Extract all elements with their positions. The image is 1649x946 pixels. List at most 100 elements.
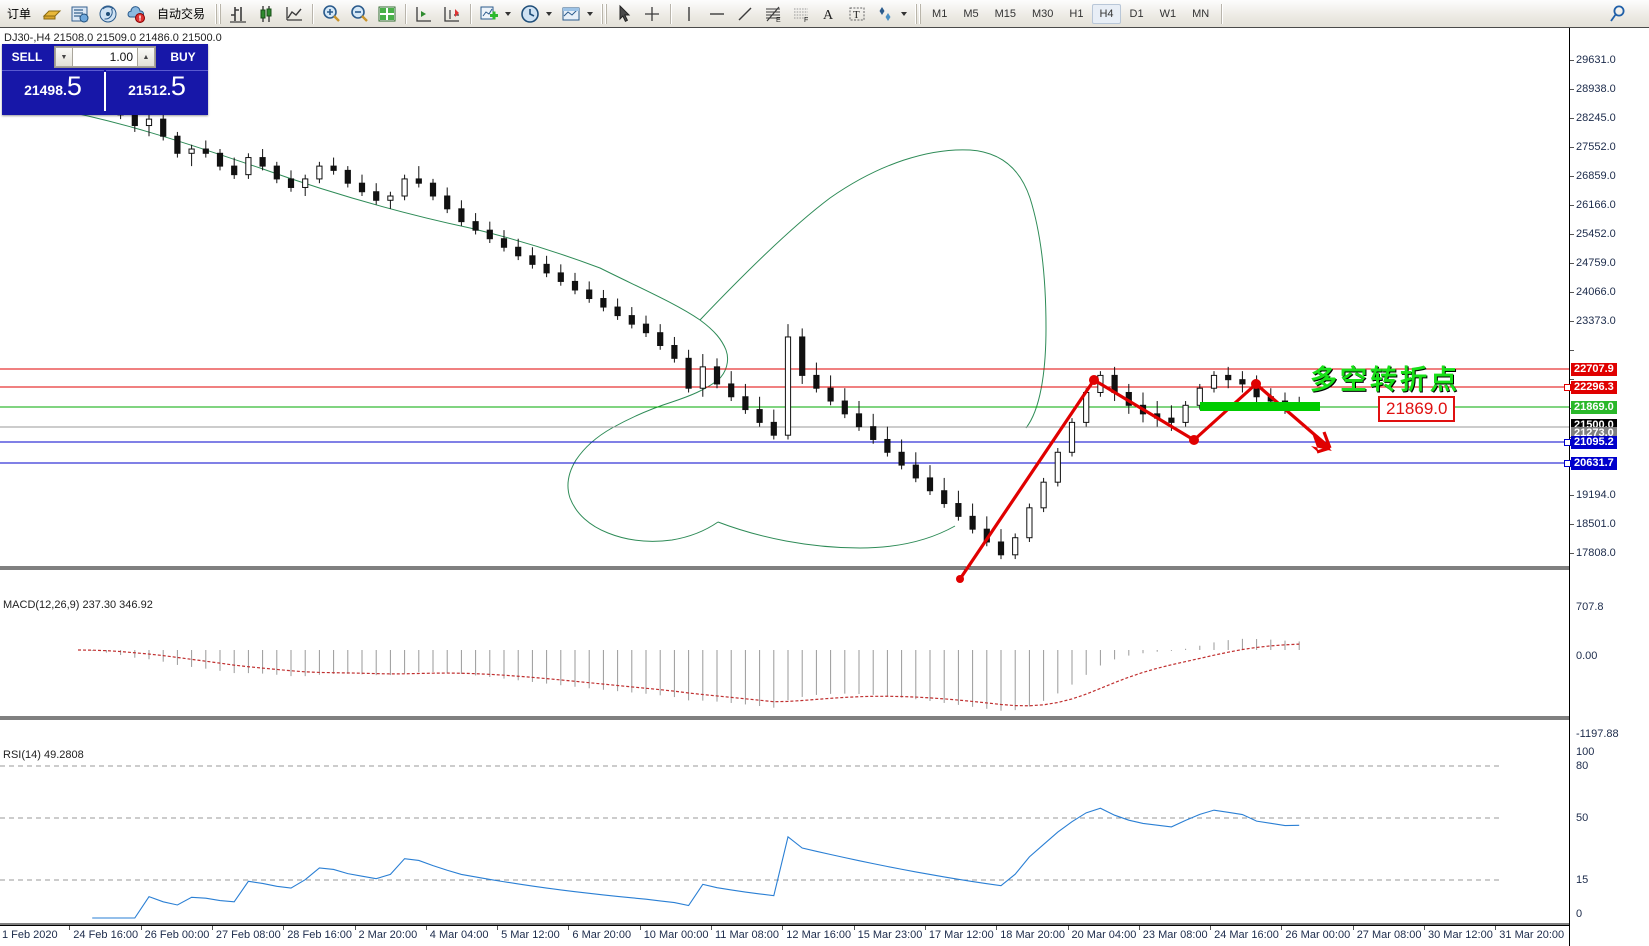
one-click-trading-panel[interactable]: SELL ▼ 1.00 ▲ BUY 21498 . 5 21512 . 5 — [2, 44, 208, 115]
timeframe-m1[interactable]: M1 — [932, 7, 948, 20]
time-axis-label: 2 Mar 20:00 — [358, 929, 418, 941]
svg-text:F: F — [804, 17, 808, 24]
price-scale[interactable]: 29631.0 28938.0 28245.0 27552.0 26859.0 26166… — [1564, 28, 1649, 946]
buy-price-display[interactable]: 21512 . 5 — [106, 70, 208, 113]
time-axis-tick — [639, 926, 641, 930]
cloud-alert-icon[interactable] — [122, 2, 150, 26]
timeframe-m15[interactable]: M15 — [994, 7, 1016, 20]
text-icon[interactable]: A — [815, 2, 843, 26]
time-axis-label: 15 Mar 23:00 — [857, 929, 923, 941]
price-axis-label: 28938.0 — [1576, 83, 1616, 95]
time-axis-label: 6 Mar 20:00 — [572, 929, 632, 941]
vertical-line-icon[interactable] — [675, 2, 703, 26]
chevron-down-icon[interactable] — [901, 11, 908, 16]
templates-icon[interactable] — [557, 2, 585, 26]
price-level-marker[interactable] — [1564, 439, 1571, 446]
volume-increase-button[interactable]: ▲ — [137, 47, 155, 67]
zoom-in-icon[interactable] — [317, 2, 345, 26]
chevron-down-icon[interactable] — [546, 11, 553, 16]
tile-windows-icon[interactable] — [373, 2, 401, 26]
time-axis-label: 28 Feb 16:00 — [287, 929, 353, 941]
timeframe-h1[interactable]: H1 — [1069, 7, 1084, 20]
shapes-icon[interactable] — [871, 2, 899, 26]
chart-canvas[interactable] — [0, 28, 1569, 946]
crosshair-icon[interactable] — [638, 2, 666, 26]
timeframe-m5[interactable]: M5 — [963, 7, 979, 20]
toolbar-autotrade-button[interactable]: 自动交易 — [157, 7, 206, 21]
sell-button[interactable]: SELL — [11, 50, 43, 64]
line-chart-icon[interactable] — [280, 2, 308, 26]
toolbar-grip[interactable] — [601, 3, 608, 24]
price-axis-label: 26859.0 — [1576, 170, 1616, 182]
rsi-axis-label: 80 — [1576, 760, 1589, 772]
chevron-down-icon[interactable] — [587, 11, 594, 16]
price-tag[interactable]: 20631.7 — [1571, 457, 1617, 470]
volume-decrease-button[interactable]: ▼ — [55, 47, 73, 67]
sell-price-display[interactable]: 21498 . 5 — [2, 70, 104, 113]
svg-text:A: A — [823, 8, 834, 23]
cursor-icon[interactable] — [610, 2, 638, 26]
trendline-icon[interactable] — [731, 2, 759, 26]
buy-button[interactable]: BUY — [170, 50, 196, 64]
candlestick-series — [74, 67, 1303, 560]
time-axis-tick — [1495, 926, 1497, 930]
time-axis-tick — [497, 926, 499, 930]
time-axis-label: 10 Mar 00:00 — [643, 929, 709, 941]
time-axis-label: 4 Mar 04:00 — [429, 929, 489, 941]
rsi-axis-label: 100 — [1576, 746, 1595, 758]
timeframe-mn[interactable]: MN — [1192, 7, 1210, 20]
trend-arrow-annotation — [956, 375, 1332, 583]
price-tag[interactable]: 22707.9 — [1571, 363, 1617, 376]
label-icon[interactable]: T — [843, 2, 871, 26]
new-chart-icon[interactable] — [475, 2, 503, 26]
fibonacci-icon[interactable]: E — [759, 2, 787, 26]
toolbar-grip[interactable] — [915, 3, 922, 24]
time-axis-tick — [568, 926, 570, 930]
candlestick-chart-icon[interactable] — [252, 2, 280, 26]
toolbar-separator — [1221, 3, 1223, 24]
price-axis-tick — [1570, 263, 1574, 264]
macd-indicator-label: MACD(12,26,9) 237.30 346.92 — [3, 599, 153, 611]
price-level-marker[interactable] — [1564, 384, 1571, 391]
grid-icon[interactable] — [438, 2, 466, 26]
zoom-out-icon[interactable] — [345, 2, 373, 26]
volume-stepper[interactable]: ▼ 1.00 ▲ — [54, 46, 156, 68]
annotation-price-box: 21869.0 — [1378, 396, 1456, 422]
oct-divider — [104, 72, 106, 111]
gold-bar-icon[interactable] — [38, 2, 66, 26]
price-axis-label: 24759.0 — [1576, 257, 1616, 269]
news-icon[interactable] — [66, 2, 94, 26]
time-axis-label: 26 Feb 00:00 — [144, 929, 210, 941]
toolbar-order-button[interactable]: 订单 — [7, 7, 32, 21]
price-axis-label: 17808.0 — [1576, 547, 1616, 559]
timeframe-w1[interactable]: W1 — [1159, 7, 1177, 20]
volume-input[interactable]: 1.00 — [73, 47, 137, 67]
channel-icon[interactable]: F — [787, 2, 815, 26]
timeframe-d1[interactable]: D1 — [1129, 7, 1144, 20]
timeframe-m30[interactable]: M30 — [1032, 7, 1054, 20]
toolbar-separator — [670, 3, 672, 24]
price-tag[interactable]: 21869.0 — [1571, 401, 1617, 414]
price-axis-tick — [1570, 176, 1574, 177]
macd-axis-label: -1197.88 — [1576, 728, 1619, 740]
price-tag[interactable]: 22296.3 — [1571, 381, 1617, 394]
search-icon[interactable] — [1603, 2, 1631, 26]
data-window-icon[interactable] — [410, 2, 438, 26]
time-axis-label: 24 Feb 16:00 — [73, 929, 139, 941]
time-axis-tick — [996, 926, 998, 930]
signals-icon[interactable] — [94, 2, 122, 26]
price-tag[interactable]: 21095.2 — [1571, 436, 1617, 449]
chevron-down-icon[interactable] — [505, 11, 512, 16]
time-axis-tick — [211, 926, 213, 930]
price-axis-tick — [1570, 524, 1574, 525]
price-axis-tick — [1570, 89, 1574, 90]
time-axis-label: 27 Feb 08:00 — [215, 929, 281, 941]
horizontal-line-icon[interactable] — [703, 2, 731, 26]
price-level-marker[interactable] — [1564, 460, 1571, 467]
period-icon[interactable] — [516, 2, 544, 26]
chart-area[interactable]: DJ30-,H4 21508.0 21509.0 21486.0 21500.0 — [0, 27, 1649, 946]
toolbar-grip[interactable] — [215, 3, 222, 24]
bar-chart-icon[interactable] — [224, 2, 252, 26]
timeframe-h4[interactable]: H4 — [1092, 3, 1121, 24]
time-axis[interactable]: 1 Feb 2020 24 Feb 16:00 26 Feb 00:00 27 Feb… — [0, 925, 1569, 945]
